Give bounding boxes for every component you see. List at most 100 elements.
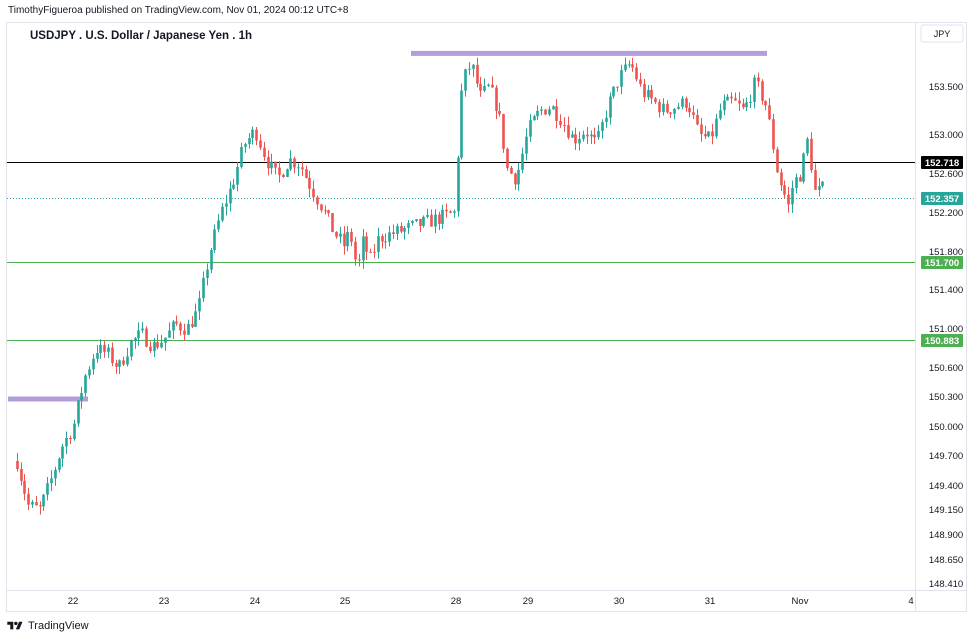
price-tick-label: 152.200 <box>929 208 963 219</box>
candle-body <box>555 106 558 121</box>
time-tick-label: 22 <box>68 596 79 607</box>
time-tick-label: 31 <box>705 596 716 607</box>
candle-body <box>449 211 452 213</box>
candle-body <box>320 204 323 211</box>
candle-body <box>259 140 262 148</box>
price-tick-label: 151.000 <box>929 324 963 335</box>
candle-body <box>802 153 805 182</box>
price-tick-label: 150.300 <box>929 392 963 403</box>
candle-body <box>685 98 688 108</box>
candle-body <box>479 83 482 91</box>
candle-body <box>654 98 657 103</box>
candle-body <box>582 134 585 139</box>
candle-body <box>194 311 197 327</box>
currency-label: JPY <box>934 29 951 39</box>
candle-body <box>58 458 61 470</box>
price-tick-label: 149.700 <box>929 451 963 462</box>
candle-body <box>145 328 148 347</box>
candle-body <box>137 330 140 339</box>
candle-body <box>495 87 498 111</box>
candle-body <box>221 206 224 221</box>
candle-body <box>308 177 311 189</box>
candle-body <box>457 157 460 212</box>
candle-body <box>734 98 737 101</box>
candle-body <box>198 298 201 312</box>
candle-body <box>50 478 53 484</box>
candle-body <box>331 213 334 232</box>
price-tick-label: 151.400 <box>929 285 963 296</box>
time-tick-label: 25 <box>340 596 351 607</box>
candle-body <box>810 138 813 171</box>
candle-body <box>42 494 45 507</box>
candle-body <box>818 186 821 190</box>
candle-body <box>578 138 581 144</box>
candle-body <box>156 342 159 348</box>
candle-body <box>468 68 471 70</box>
candle-body <box>795 177 798 188</box>
candle-body <box>373 251 376 253</box>
candle-body <box>248 138 251 145</box>
candle-body <box>586 134 589 137</box>
candle-body <box>346 231 349 247</box>
candle-body <box>301 167 304 170</box>
candle-body <box>107 347 110 352</box>
price-badge <box>921 192 963 205</box>
candle-body <box>616 86 619 88</box>
candle-body <box>631 64 634 68</box>
candle-body <box>270 161 273 169</box>
candle-body <box>65 437 68 447</box>
candle-body <box>407 223 410 228</box>
price-badge-label: 152.718 <box>925 158 959 169</box>
candle-body <box>445 209 448 212</box>
price-tick-label: 148.650 <box>929 555 963 566</box>
price-tick-label: 153.500 <box>929 82 963 93</box>
drawn-bands <box>8 50 767 402</box>
candle-body <box>643 84 646 98</box>
candle-body <box>96 353 99 359</box>
candle-body <box>590 134 593 137</box>
candle-body <box>61 446 64 459</box>
candle-body <box>707 131 710 137</box>
price-badge-label: 151.700 <box>925 258 959 269</box>
drawn-band <box>411 50 767 56</box>
time-axis: 22 23 24 25 28 29 30 31 Nov 4 <box>68 596 914 607</box>
price-tick-label: 152.600 <box>929 169 963 180</box>
time-tick-label: 30 <box>614 596 625 607</box>
candle-body <box>274 161 277 168</box>
candle-body <box>392 232 395 234</box>
candle-body <box>278 167 281 175</box>
candle-body <box>487 84 490 86</box>
tradingview-brand: TradingView <box>28 620 89 632</box>
candle-body <box>761 81 764 101</box>
candle-body <box>540 109 543 111</box>
price-tick-label: 148.410 <box>929 579 963 590</box>
price-scale-divider <box>915 23 916 611</box>
chart-frame[interactable] <box>6 22 967 612</box>
candle-body <box>742 103 745 108</box>
candle-body <box>358 259 361 261</box>
published-caption: TimothyFigueroa published on TradingView… <box>8 5 349 16</box>
candle-body <box>122 360 125 365</box>
candle-body <box>293 158 296 168</box>
candle-body <box>498 110 501 114</box>
candle-body <box>601 122 604 131</box>
candle-body <box>658 102 661 113</box>
candle-body <box>88 369 91 376</box>
candle-body <box>757 77 760 82</box>
candle-body <box>544 109 547 115</box>
candle-body <box>700 124 703 134</box>
candle-body <box>597 130 600 138</box>
candle-body <box>536 110 539 117</box>
candle-body <box>20 468 23 481</box>
candle-body <box>236 166 239 185</box>
candle-body <box>441 209 444 224</box>
currency-badge[interactable]: JPY <box>920 24 964 43</box>
candle-body <box>609 96 612 118</box>
candle-body <box>141 328 144 331</box>
candle-body <box>422 216 425 226</box>
candle-body <box>54 469 57 479</box>
candle-body <box>559 120 562 126</box>
candle-body <box>384 241 387 243</box>
candle-body <box>396 226 399 234</box>
